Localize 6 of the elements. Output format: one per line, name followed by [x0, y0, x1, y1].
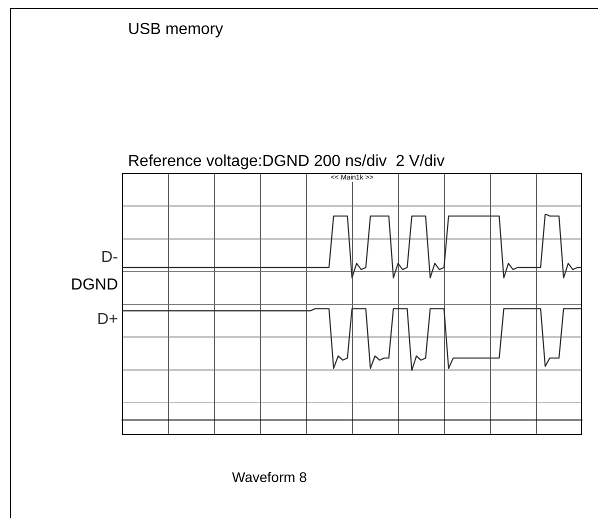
chart-subtitle: Reference voltage:DGND 200 ns/div 2 V/div: [128, 153, 445, 170]
text: DGND: [70, 276, 118, 294]
series-label: D+: [97, 311, 118, 328]
chart-title: USB memory: [128, 21, 224, 38]
series-label: D-: [101, 248, 118, 266]
text: Waveform 8: [232, 469, 308, 485]
